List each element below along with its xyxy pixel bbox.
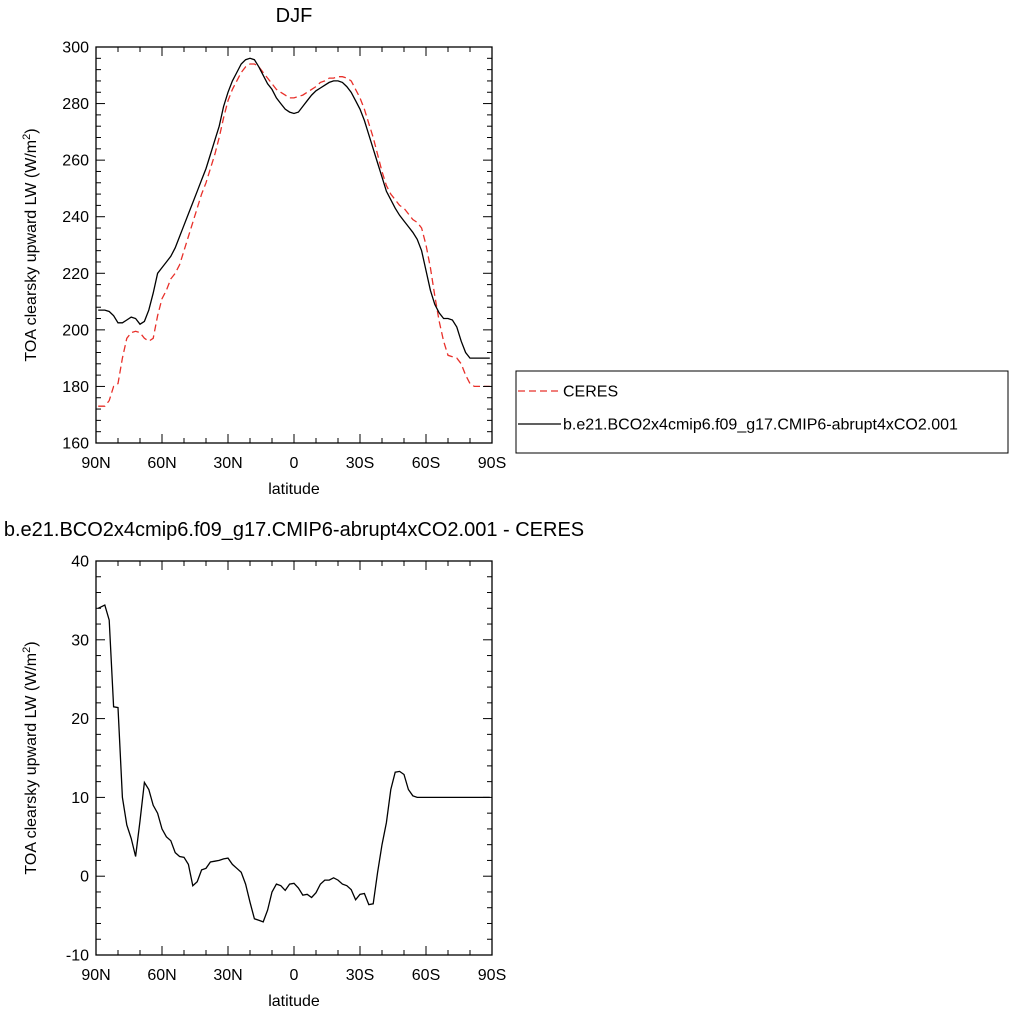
y-tick-label: 180 (62, 379, 89, 396)
y-axis-label-main: TOA clearsky upward LW (W/m (23, 140, 40, 362)
y-tick-label: 0 (80, 869, 89, 886)
x-tick-label: 30S (346, 455, 374, 472)
chart-panel-1: DJF 90N 60N 30N 0 30S 60S 90S 160 180 200 220 240 260… (21, 5, 1009, 498)
chart-panel-2: b.e21.BCO2x4cmip6.f09_g17.CMIP6-abrupt4x… (4, 519, 584, 1010)
chart-title: b.e21.BCO2x4cmip6.f09_g17.CMIP6-abrupt4x… (4, 519, 584, 541)
x-tick-label: 60N (147, 967, 176, 984)
y-tick-label: 240 (62, 209, 89, 226)
y-tick-label: 260 (62, 153, 89, 170)
y-axis-label-superscript: 2 (21, 647, 33, 653)
x-tick-label: 30N (213, 455, 242, 472)
y-tick-label: 10 (71, 790, 89, 807)
legend-label: CERES (563, 384, 618, 401)
x-tick-label: 90S (478, 455, 506, 472)
y-axis-label-end: ) (23, 128, 40, 133)
series-line-model (98, 57, 490, 359)
series-line-model (97, 604, 490, 923)
x-tick-label: 60S (412, 455, 440, 472)
x-axis-label: latitude (268, 993, 320, 1010)
x-tick-label: 0 (290, 967, 299, 984)
legend-box (515, 370, 1009, 454)
y-tick-label: -10 (66, 948, 89, 965)
chart-title: DJF (276, 5, 313, 27)
x-tick-label: 60S (412, 967, 440, 984)
plot-frame (95, 46, 493, 444)
legend: CERES b.e21.BCO2x4cmip6.f09_g17.CMIP6-abr… (515, 370, 1009, 454)
y-tick-label: 200 (62, 322, 89, 339)
y-axis-label: TOA clearsky upward LW (W/m2) (21, 128, 40, 361)
x-axis-label: latitude (268, 481, 320, 498)
x-tick-label: 90N (81, 967, 110, 984)
plot-frame (95, 560, 493, 956)
x-tick-label: 30S (346, 967, 374, 984)
y-tick-label: 40 (71, 554, 89, 571)
y-tick-label: 20 (71, 711, 89, 728)
y-axis-label: TOA clearsky upward LW (W/m2) (21, 641, 40, 874)
y-tick-label: 280 (62, 96, 89, 113)
y-axis-label-end: ) (23, 641, 40, 646)
y-axis-label-main: TOA clearsky upward LW (W/m (23, 653, 40, 875)
series-line-ceres (98, 63, 490, 407)
y-axis-label-superscript: 2 (21, 134, 33, 140)
y-tick-label: 160 (62, 436, 89, 453)
x-tick-label: 90N (81, 455, 110, 472)
y-tick-label: 30 (71, 632, 89, 649)
x-tick-label: 30N (213, 967, 242, 984)
legend-label: b.e21.BCO2x4cmip6.f09_g17.CMIP6-abrupt4x… (563, 417, 958, 434)
y-tick-label: 220 (62, 266, 89, 283)
x-tick-label: 0 (290, 455, 299, 472)
x-tick-label: 90S (478, 967, 506, 984)
x-tick-label: 60N (147, 455, 176, 472)
y-tick-label: 300 (62, 40, 89, 57)
